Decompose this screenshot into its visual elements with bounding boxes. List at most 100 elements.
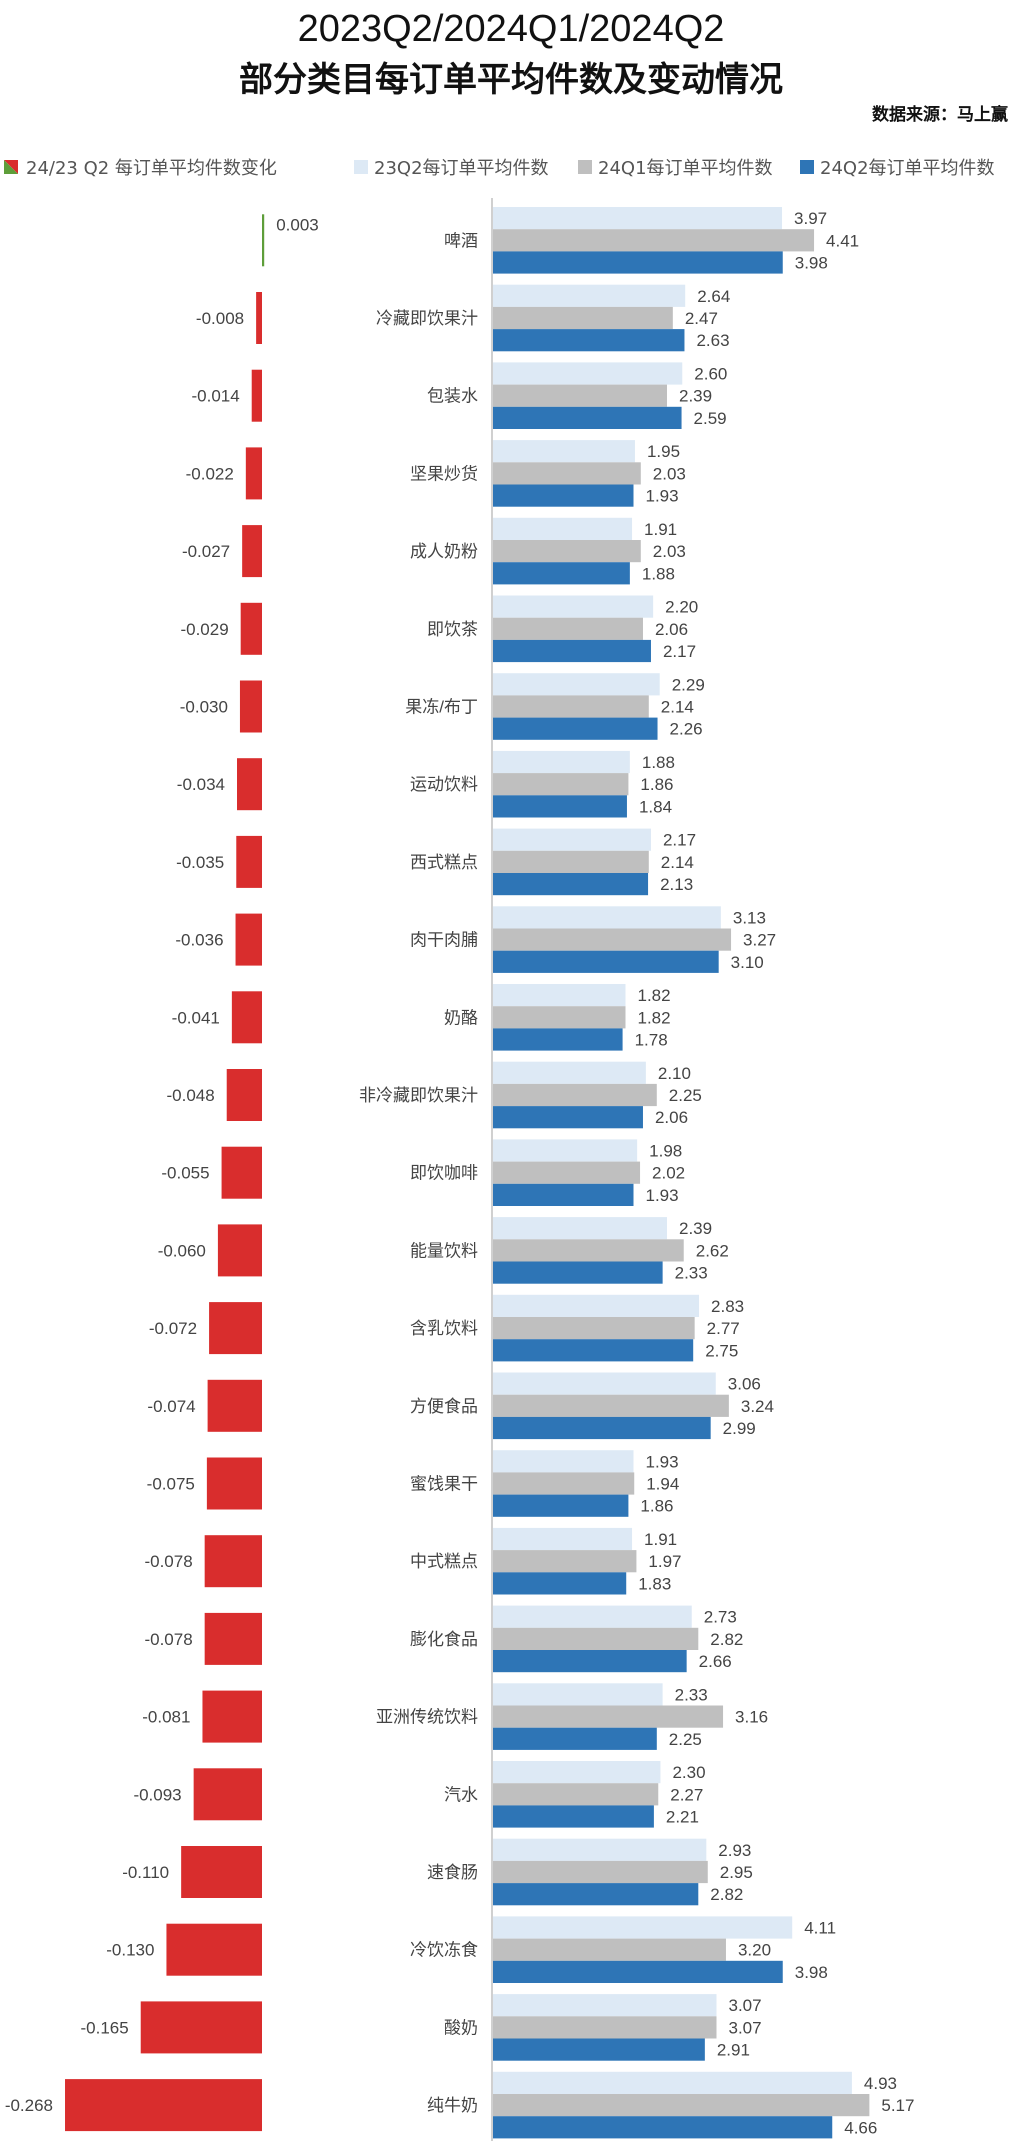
category-label: 蜜饯果干 [410, 1475, 478, 1494]
change-bar [236, 835, 262, 888]
value-label: 3.24 [741, 1397, 774, 1416]
value-label: 1.93 [646, 487, 679, 506]
value-label: 3.06 [728, 1375, 761, 1394]
value-label: 2.17 [663, 831, 696, 850]
series-bar-0 [493, 1527, 633, 1551]
change-bar [207, 1379, 262, 1432]
change-label: -0.022 [186, 464, 234, 483]
series-bar-1 [493, 1550, 637, 1573]
series-bar-2 [493, 1494, 629, 1517]
series-bar-2 [493, 329, 685, 352]
value-label: 2.63 [696, 331, 729, 350]
change-bar [206, 1457, 262, 1510]
change-bar [209, 1302, 262, 1355]
series-bar-2 [493, 1572, 627, 1595]
value-label: 3.98 [795, 1963, 828, 1982]
legend-change-label: 24/23 Q2 每订单平均件数变化 [26, 158, 277, 179]
legend-change: 24/23 Q2 每订单平均件数变化 [4, 154, 277, 180]
change-label: -0.048 [167, 1086, 215, 1105]
change-bar [193, 1768, 262, 1821]
series-bar-0 [493, 1294, 700, 1317]
change-bar [65, 2079, 263, 2132]
category-label: 西式糕点 [410, 853, 478, 872]
value-label: 1.88 [642, 753, 675, 772]
value-label: 1.91 [644, 1530, 677, 1549]
series-bar-0 [493, 750, 630, 774]
value-label: 1.88 [642, 564, 675, 583]
category-label: 方便食品 [410, 1397, 478, 1416]
category-label: 包装水 [427, 387, 478, 406]
series-bar-1 [493, 229, 815, 252]
category-label: 非冷藏即饮果汁 [359, 1086, 478, 1105]
legend-24q1-label: 24Q1每订单平均件数 [598, 158, 773, 179]
series-bar-0 [493, 1916, 793, 1939]
value-label: 2.95 [720, 1863, 753, 1882]
value-label: 4.93 [864, 2074, 897, 2093]
value-label: 3.98 [795, 254, 828, 273]
value-label: 2.75 [705, 1341, 738, 1360]
change-bar [181, 1846, 262, 1898]
change-label: -0.014 [192, 387, 240, 406]
legend-23q2: 23Q2每订单平均件数 [354, 154, 549, 180]
change-label: -0.075 [147, 1475, 195, 1494]
value-label: 2.03 [653, 464, 686, 483]
legend-24q1-swatch [578, 160, 592, 174]
value-label: 2.21 [666, 1808, 699, 1827]
value-label: 2.99 [723, 1419, 756, 1438]
change-bar [251, 369, 262, 422]
series-bar-1 [493, 2094, 870, 2117]
series-bar-1 [493, 1394, 729, 1417]
series-bar-2 [493, 1960, 783, 1983]
series-bar-2 [493, 1339, 694, 1362]
category-label: 速食肠 [427, 1863, 478, 1882]
series-bar-1 [493, 1627, 699, 1650]
series-bar-1 [493, 2016, 717, 2039]
change-bar [240, 602, 262, 655]
change-bar [226, 1069, 262, 1121]
series-bar-2 [493, 251, 783, 274]
value-label: 4.41 [826, 231, 859, 250]
series-bar-1 [493, 1860, 708, 1884]
legend-change-icon [4, 160, 18, 174]
series-bar-0 [493, 284, 686, 307]
category-label: 纯牛奶 [427, 2096, 478, 2115]
series-bar-1 [493, 1938, 726, 1961]
value-label: 4.66 [844, 2118, 877, 2137]
series-bar-0 [493, 1683, 663, 1706]
legend-24q1: 24Q1每订单平均件数 [578, 154, 773, 180]
value-label: 3.07 [728, 2018, 761, 2037]
value-label: 2.91 [717, 2041, 750, 2060]
value-label: 2.27 [670, 1785, 703, 1804]
series-bar-1 [493, 306, 673, 330]
value-label: 1.95 [647, 442, 680, 461]
series-bar-0 [493, 440, 635, 463]
legend-23q2-swatch [354, 160, 368, 174]
value-label: 2.03 [653, 542, 686, 561]
series-bar-0 [493, 1372, 716, 1395]
series-bar-0 [493, 984, 626, 1007]
data-source: 数据来源：马上赢 [872, 105, 1008, 125]
change-bar [166, 1923, 262, 1976]
value-label: 2.83 [711, 1297, 744, 1316]
value-label: 1.78 [635, 1031, 668, 1050]
change-label: -0.074 [147, 1397, 195, 1416]
change-bar [262, 214, 265, 267]
series-bar-0 [493, 1761, 661, 1784]
change-label: -0.165 [81, 2018, 129, 2037]
series-bar-0 [493, 1838, 707, 1861]
series-bar-1 [493, 850, 649, 873]
change-label: -0.110 [122, 1863, 169, 1882]
series-bar-1 [493, 928, 732, 951]
value-label: 2.29 [672, 675, 705, 694]
series-bar-0 [493, 1605, 692, 1628]
series-bar-1 [493, 773, 629, 796]
category-label: 啤酒 [444, 231, 478, 250]
change-bar [235, 913, 262, 966]
series-bar-2 [493, 1727, 657, 1750]
value-label: 1.91 [644, 520, 677, 539]
change-label: -0.078 [144, 1630, 192, 1649]
change-label: -0.035 [176, 853, 224, 872]
change-label: -0.060 [158, 1241, 206, 1260]
value-label: 1.83 [638, 1574, 671, 1593]
series-bar-2 [493, 562, 630, 585]
